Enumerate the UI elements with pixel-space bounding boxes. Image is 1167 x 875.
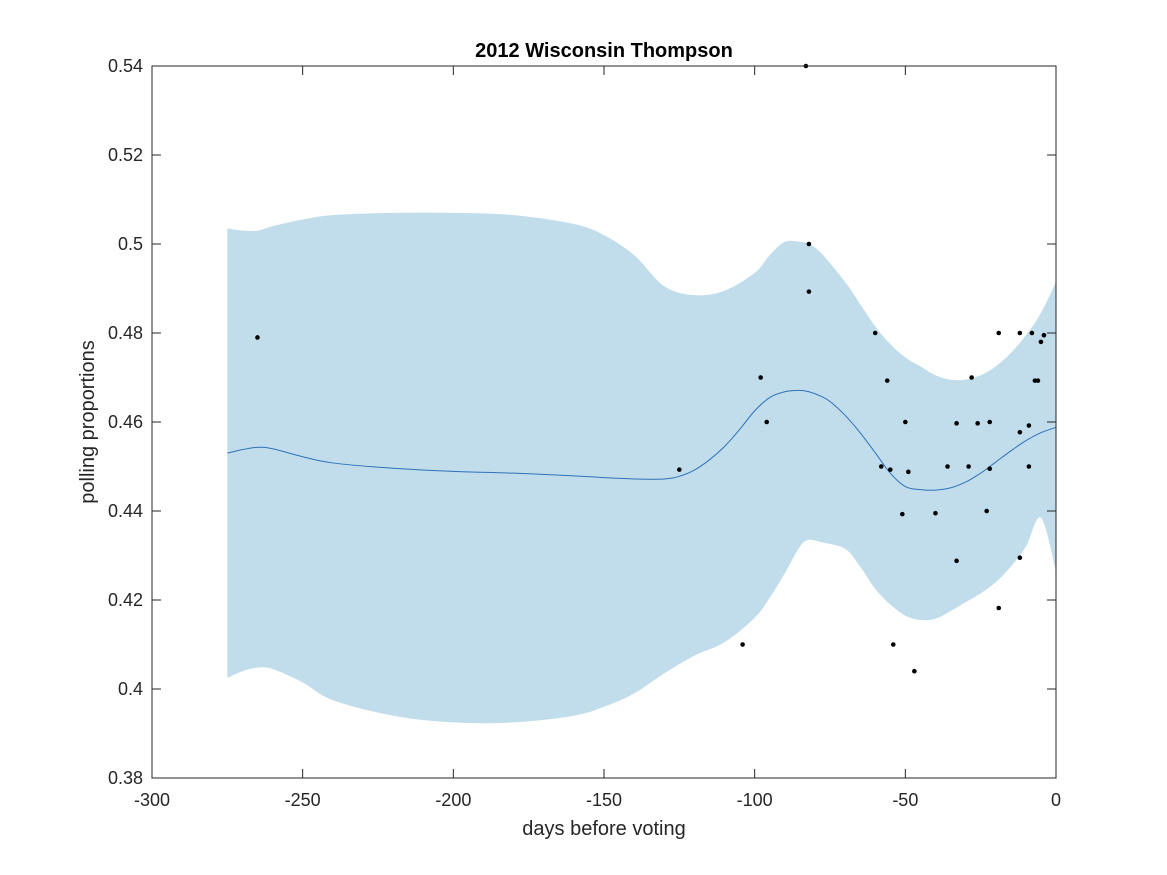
plot-area	[227, 63, 1057, 724]
x-tick-label: -150	[586, 790, 622, 810]
data-point	[806, 289, 812, 294]
data-point	[758, 375, 763, 380]
x-tick-label: -300	[134, 790, 170, 810]
x-tick-label: -250	[285, 790, 321, 810]
y-tick-label: 0.44	[108, 501, 143, 521]
data-point	[1035, 378, 1041, 383]
y-axis-label: polling proportions	[77, 340, 99, 503]
chart-title: 2012 Wisconsin Thompson	[475, 40, 733, 62]
data-point	[906, 469, 911, 475]
data-point	[900, 511, 905, 517]
data-point	[806, 241, 812, 247]
data-point	[887, 467, 893, 472]
data-point	[1029, 330, 1035, 336]
data-point	[884, 378, 890, 383]
x-tick-label: -200	[435, 790, 471, 810]
data-point	[987, 419, 993, 425]
data-point	[872, 330, 878, 336]
x-tick-label: -50	[892, 790, 918, 810]
data-point	[975, 421, 980, 426]
data-point	[966, 464, 971, 469]
y-tick-label: 0.48	[108, 323, 143, 343]
y-tick-label: 0.5	[118, 234, 143, 254]
data-point	[969, 375, 974, 380]
data-point	[996, 605, 1002, 611]
data-point	[945, 464, 950, 469]
data-point	[903, 419, 908, 425]
y-tick-label: 0.42	[108, 590, 143, 610]
data-point	[1017, 429, 1023, 435]
data-point	[987, 466, 993, 472]
data-point	[1026, 423, 1032, 428]
data-point	[255, 335, 260, 340]
data-point	[1038, 339, 1044, 345]
data-point	[677, 467, 682, 472]
x-tick-label: -100	[737, 790, 773, 810]
data-point	[764, 419, 770, 425]
data-point	[878, 464, 884, 469]
y-tick-label: 0.4	[118, 679, 143, 699]
data-point	[912, 668, 917, 674]
data-point	[740, 642, 745, 647]
data-point	[954, 558, 959, 564]
axes: -300 -250 -200 -150 -100 -50 0 0.38 0.4 0.42 0.44 0…	[108, 56, 1061, 810]
y-tick-label: 0.38	[108, 768, 143, 788]
x-axis-label: days before voting	[522, 818, 685, 840]
data-point	[1041, 332, 1047, 338]
data-point	[1017, 555, 1023, 561]
data-point	[1026, 464, 1032, 469]
confidence-band	[227, 212, 1056, 724]
data-point	[984, 508, 989, 514]
y-tick-label: 0.54	[108, 56, 143, 76]
x-tick-label: 0	[1051, 790, 1061, 810]
data-point	[1017, 330, 1023, 336]
y-tick-label: 0.46	[108, 412, 143, 432]
data-point	[933, 510, 938, 516]
mean-line	[227, 389, 1057, 491]
data-point	[996, 330, 1002, 336]
y-tick-label: 0.52	[108, 145, 143, 165]
data-point	[890, 642, 896, 647]
data-point	[954, 421, 959, 426]
